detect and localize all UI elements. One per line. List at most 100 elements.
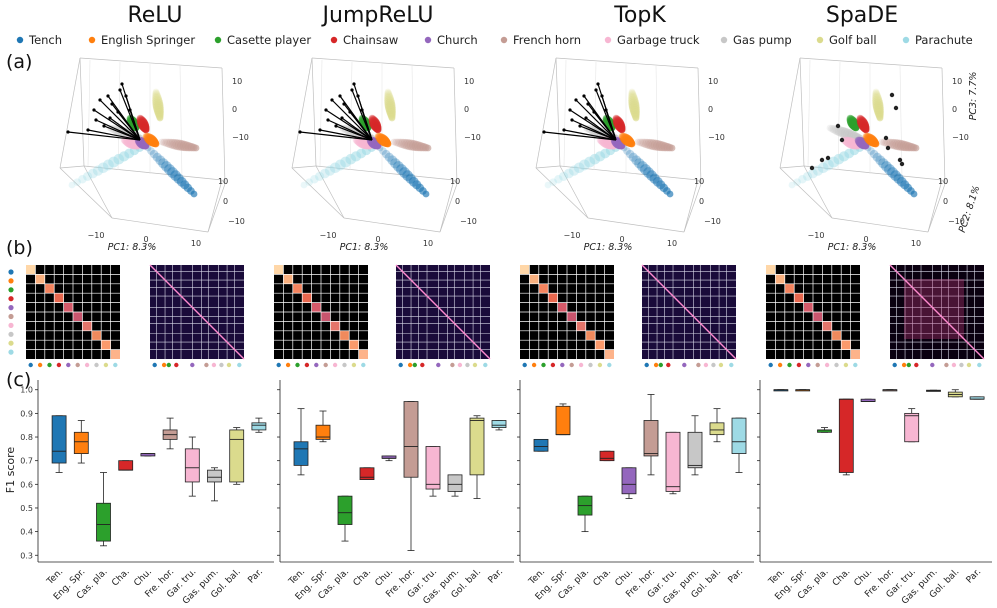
cluster-point bbox=[880, 138, 889, 147]
pca-box-edge bbox=[803, 165, 833, 219]
decoder-arrow bbox=[99, 99, 141, 141]
cluster-point bbox=[103, 159, 114, 171]
pca-box-edge bbox=[799, 57, 805, 167]
decoder-arrow bbox=[575, 99, 617, 141]
pca-box-edge bbox=[343, 217, 441, 233]
f1-boxplots: F1 score 0.3 0.4 0.5 0.6 0.7 0.8 0.9 1.0 Ten.Eng… bbox=[4, 380, 992, 607]
cluster-point bbox=[878, 138, 886, 146]
matrix-col-marker bbox=[901, 362, 907, 368]
matrix-col-marker bbox=[28, 362, 33, 368]
y-tick-label: 0.5 bbox=[20, 504, 33, 513]
decoder-arrow bbox=[335, 125, 373, 141]
cluster-point bbox=[424, 144, 432, 152]
cluster-point bbox=[666, 190, 674, 198]
matrix-col-marker bbox=[103, 362, 109, 368]
pc1-axis-label: PC1: 8.3% bbox=[584, 242, 633, 253]
matrix-diag-block bbox=[311, 302, 321, 312]
pc2-tick: 0 bbox=[223, 197, 228, 206]
prototype-dot bbox=[825, 155, 831, 161]
matrix-row-marker bbox=[8, 287, 14, 293]
matrix-col-marker bbox=[560, 362, 565, 368]
cluster-point bbox=[803, 171, 813, 181]
matrix-col-marker bbox=[84, 362, 90, 368]
arrow-head bbox=[586, 102, 590, 106]
pca-box-edge bbox=[535, 165, 561, 169]
pc2-axis-label: PC2: 8.1% bbox=[957, 184, 983, 234]
pc3-tick: −10 bbox=[708, 133, 725, 142]
y-tick-label: 0.4 bbox=[20, 528, 33, 537]
cluster-point bbox=[631, 155, 642, 166]
cluster-point bbox=[113, 125, 123, 136]
pca-box-edge bbox=[221, 179, 226, 185]
cluster-point bbox=[73, 178, 82, 186]
cluster-point bbox=[422, 190, 430, 198]
x-tick-label: Par. bbox=[727, 567, 746, 586]
cluster-point bbox=[910, 190, 918, 198]
cluster-point bbox=[379, 147, 387, 155]
arrow-head bbox=[570, 118, 574, 122]
cluster-point bbox=[881, 161, 892, 172]
matrix-col-marker bbox=[323, 362, 328, 368]
box bbox=[229, 429, 245, 483]
pca-box-edge bbox=[683, 183, 702, 233]
matrix-col-marker bbox=[237, 362, 242, 368]
cluster-point bbox=[869, 149, 879, 159]
cluster-point bbox=[634, 138, 642, 146]
pca-box-edge bbox=[83, 165, 223, 181]
cluster-point bbox=[384, 140, 392, 148]
arrow-head bbox=[562, 128, 566, 132]
cluster-point bbox=[846, 114, 854, 122]
pca-box-edge bbox=[555, 57, 561, 167]
box bbox=[315, 424, 331, 440]
pca-box-edge bbox=[207, 179, 223, 233]
matrix-col-marker bbox=[588, 362, 593, 368]
pc1-tick: −10 bbox=[564, 231, 581, 240]
pc3-tick: −10 bbox=[464, 133, 481, 142]
matrix-row-marker bbox=[8, 296, 14, 302]
matrix-diagonal bbox=[395, 264, 491, 360]
matrix-diag-block bbox=[529, 274, 539, 284]
arrow-head bbox=[330, 98, 334, 102]
matrix-diag-block bbox=[292, 283, 303, 294]
cluster-point bbox=[152, 88, 160, 96]
matrix-col-marker bbox=[361, 362, 366, 368]
cluster-point bbox=[826, 124, 834, 132]
pc2-tick: 10 bbox=[694, 177, 704, 186]
cluster-point bbox=[319, 168, 330, 179]
cluster-point bbox=[636, 138, 645, 147]
pc2-tick: 0 bbox=[699, 197, 704, 206]
pc1-tick: −10 bbox=[88, 231, 105, 240]
matrix-col-marker bbox=[578, 362, 584, 368]
legend-marker bbox=[902, 36, 910, 44]
cluster-point bbox=[394, 138, 403, 148]
cluster-point bbox=[161, 161, 172, 172]
class-matrix bbox=[274, 265, 368, 368]
cluster-point bbox=[875, 155, 886, 166]
cluster-point bbox=[829, 125, 839, 134]
cluster-point bbox=[628, 94, 638, 104]
pc2-tick: 0 bbox=[455, 197, 460, 206]
box bbox=[643, 420, 659, 457]
pca-box-edge bbox=[927, 179, 943, 233]
matrix-col-marker bbox=[472, 362, 478, 368]
cluster-point bbox=[628, 89, 637, 98]
cluster-point bbox=[867, 147, 875, 155]
decoder-arrow bbox=[331, 99, 373, 141]
y-axis-label: F1 score bbox=[4, 447, 17, 494]
pca-box-edge bbox=[927, 183, 946, 233]
pca-box-edge bbox=[779, 167, 833, 219]
panel-label-a: (a) bbox=[6, 51, 32, 73]
pc3-axis-label: PC3: 7.7% bbox=[968, 72, 979, 121]
matrix-row-marker bbox=[8, 331, 14, 337]
pc3-tick: 10 bbox=[464, 77, 474, 86]
cluster-point bbox=[563, 168, 574, 179]
pca-grid-line bbox=[807, 59, 811, 167]
class-matrix bbox=[766, 265, 860, 368]
pc1-tick: 0 bbox=[143, 235, 148, 244]
matrix-diag-block bbox=[44, 283, 55, 294]
matrix-col-marker bbox=[47, 362, 52, 368]
matrix-row-marker bbox=[8, 349, 14, 355]
legend-label: Parachute bbox=[915, 33, 973, 47]
pca-box-edge bbox=[535, 167, 589, 219]
matrix-col-marker bbox=[834, 362, 839, 368]
